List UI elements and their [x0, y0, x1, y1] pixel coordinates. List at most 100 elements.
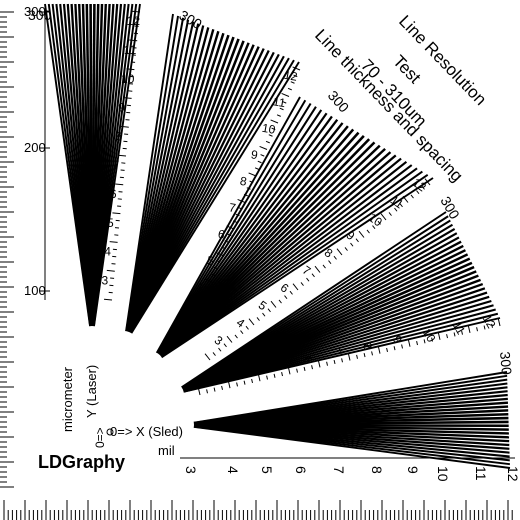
scale-tick [296, 368, 298, 373]
scale-tick [292, 283, 299, 291]
scale-tick [293, 74, 298, 78]
mil-scale-label: 12 [480, 312, 499, 331]
scale-tick [355, 238, 359, 243]
scale-tick [112, 212, 121, 215]
scale-tick [243, 380, 246, 385]
mil-scale-label: 4 [195, 280, 204, 295]
fan-line [149, 177, 434, 366]
scale-tick [372, 225, 376, 230]
mil-scale-label: 8 [239, 174, 248, 189]
scale-tick [371, 351, 373, 356]
fan-line [179, 424, 511, 469]
mil-scale-label: 11 [388, 193, 407, 212]
scale-tick [249, 180, 254, 184]
scale-tick [257, 373, 261, 382]
fan-tip-mask [166, 411, 194, 439]
scale-tick [226, 335, 233, 343]
fan4-um-label: 300 [437, 194, 463, 222]
scale-tick [268, 134, 273, 137]
scale-tick [328, 260, 332, 265]
scale-tick [341, 358, 343, 363]
mil-scale-label: 5 [256, 298, 270, 313]
scale-tick [221, 246, 226, 250]
scale-tick [273, 373, 276, 378]
scale-tick [212, 352, 216, 356]
x-sled-axis-label: 0=> X (Sled) [110, 424, 183, 439]
scale-tick [204, 278, 213, 283]
scale-tick [109, 241, 118, 243]
mil-scale-label: 6 [110, 187, 117, 201]
scale-tick [366, 229, 370, 234]
scale-tick [497, 318, 501, 327]
scale-tick [236, 382, 238, 387]
fan-line [149, 96, 301, 366]
scale-tick [306, 277, 310, 282]
mil-tick-label: 4 [225, 466, 241, 474]
scale-tick [377, 220, 381, 225]
scale-tick [386, 347, 388, 352]
scale-tick [245, 325, 249, 330]
fan-line [149, 99, 307, 366]
scale-tick [287, 87, 292, 91]
mil-scale-label: 8 [115, 129, 122, 143]
scale-tick [191, 319, 196, 323]
scale-tick [311, 273, 315, 278]
mil-scale-label: 10 [366, 210, 385, 229]
scale-tick [303, 366, 306, 371]
scale-tick [194, 313, 199, 316]
mil-scale-label: 6 [278, 280, 292, 295]
scale-tick [224, 240, 229, 243]
fan1-scale [103, 10, 141, 301]
scale-tick [182, 331, 191, 336]
scale-tick [188, 326, 193, 329]
fan-line [123, 61, 300, 346]
scale-tick [344, 247, 348, 251]
mil-scale-label: 5 [206, 253, 215, 268]
scale-tick [290, 81, 295, 84]
scale-tick [120, 125, 129, 128]
mil-scale-label: 11 [272, 94, 287, 110]
scale-tick [356, 354, 358, 359]
scale-tick [416, 340, 418, 346]
mil-tick-label: 11 [473, 466, 489, 481]
mil-scale-label: 3 [212, 333, 226, 348]
scale-tick [281, 372, 283, 377]
scale-tick [326, 361, 328, 366]
scale-tick [126, 68, 135, 71]
mil-scale-label: 3 [101, 273, 108, 287]
scale-tick [117, 154, 127, 157]
scale-tick [300, 282, 304, 286]
scale-tick [223, 343, 227, 348]
scale-tick [270, 119, 279, 124]
scale-tick [410, 194, 414, 199]
scale-tick [407, 338, 411, 347]
mil-scale-label: 6 [217, 227, 226, 242]
mil-scale-label: 4 [104, 245, 111, 259]
fan-2 [110, 13, 300, 359]
scale-tick [380, 213, 387, 221]
mil-tick-label: 12 [505, 466, 520, 482]
mil-tick-label: 3 [183, 466, 199, 474]
scale-tick [246, 187, 251, 190]
scale-tick [260, 154, 265, 157]
mil-scale-label: 3 [184, 306, 193, 321]
scale-tick [453, 332, 456, 337]
scale-tick [232, 220, 237, 223]
scale-tick [333, 359, 336, 365]
scale-tick [251, 378, 253, 384]
scale-tick [424, 178, 431, 186]
scale-tick [267, 308, 271, 313]
mil-scale-label: 11 [124, 43, 137, 57]
scale-tick [216, 260, 221, 263]
fan-line [149, 102, 312, 366]
fan-tip-mask [136, 351, 164, 379]
scale-tick [363, 353, 366, 358]
scale-tick [197, 387, 201, 396]
mil-scale-label: 10 [121, 72, 135, 86]
scale-tick [227, 233, 232, 237]
micrometer-tick-label: 100 [24, 283, 46, 298]
scale-tick [213, 387, 216, 392]
scale-tick [292, 66, 301, 71]
scale-tick [193, 304, 202, 309]
